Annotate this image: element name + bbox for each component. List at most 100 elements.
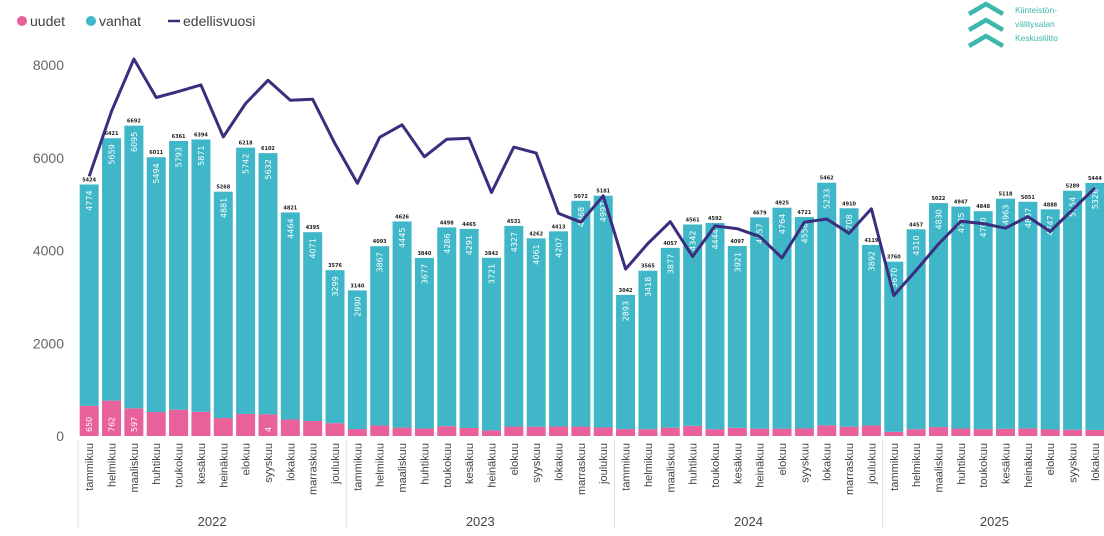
y-tick-label: 6000	[33, 150, 64, 166]
x-tick-label: syyskuu	[531, 443, 543, 483]
x-tick-label: kesäkuu	[1001, 443, 1013, 484]
bar-uudet	[906, 429, 926, 436]
x-tick-label: helmikuu	[643, 443, 655, 487]
total-label: 4626	[395, 214, 409, 220]
line-edellisvuosi	[87, 57, 1096, 297]
total-label: 5051	[1021, 195, 1035, 201]
bar-uudet	[638, 429, 658, 436]
bar-uudet	[884, 431, 904, 436]
x-tick-label: maaliskuu	[129, 443, 141, 493]
vanhat-value-label: 4868	[577, 207, 586, 227]
bar-vanhat	[727, 246, 747, 428]
bar-uudet	[660, 427, 680, 436]
bar-vanhat	[906, 229, 926, 430]
total-label: 4057	[663, 241, 677, 247]
bar-vanhat	[839, 208, 859, 427]
vanhat-value-label: 4700	[979, 217, 988, 237]
vanhat-value-label: 4830	[934, 209, 943, 229]
vanhat-value-label: 5871	[197, 145, 206, 165]
total-label: 4413	[552, 224, 566, 230]
x-tick-label: heinäkuu	[1023, 443, 1035, 488]
logo-line-3: Keskusliitto	[1015, 33, 1058, 43]
total-label: 3576	[328, 263, 342, 269]
bar-vanhat	[772, 207, 792, 429]
bar-vanhat	[549, 231, 569, 427]
bar-uudet	[325, 423, 345, 436]
bar-uudet	[571, 426, 591, 436]
chevron-up-icon	[967, 1, 1005, 48]
total-label: 4561	[686, 217, 700, 223]
bar-uudet	[750, 428, 770, 436]
x-tick-label: syyskuu	[799, 443, 811, 483]
bar-vanhat	[280, 212, 300, 420]
bar-uudet	[392, 427, 412, 436]
vanhat-value-label: 3921	[733, 252, 742, 272]
total-label: 6102	[261, 146, 275, 152]
bar-vanhat	[392, 221, 412, 428]
vanhat-value-label: 5494	[152, 163, 161, 183]
vanhat-value-label: 3877	[666, 254, 675, 274]
bar-vanhat	[593, 195, 613, 428]
vanhat-value-label: 2893	[622, 301, 631, 321]
x-tick-label: tammikuu	[352, 443, 364, 491]
total-label: 4498	[440, 220, 454, 226]
x-tick-label: toukokuu	[978, 443, 990, 488]
bar-uudet	[280, 419, 300, 436]
vanhat-value-label: 4558	[800, 223, 809, 243]
bar-vanhat	[1018, 201, 1038, 429]
vanhat-value-label: 2990	[353, 296, 362, 316]
total-label: 5022	[932, 196, 946, 202]
bar-vanhat	[213, 191, 233, 419]
total-label: 4457	[909, 222, 923, 228]
bar-uudet	[973, 429, 993, 436]
x-tick-label: helmikuu	[911, 443, 923, 487]
total-label: 6692	[127, 119, 141, 125]
bar-uudet	[303, 420, 323, 436]
x-tick-label: kesäkuu	[464, 443, 476, 484]
vanhat-value-label: 3867	[376, 252, 385, 272]
x-tick-label: elokuu	[777, 443, 789, 475]
x-tick-label: heinäkuu	[218, 443, 230, 488]
vanhat-value-label: 4286	[443, 233, 452, 253]
total-label: 6394	[194, 132, 208, 138]
total-label: 5181	[596, 189, 610, 195]
bar-vanhat	[571, 200, 591, 427]
bar-uudet	[549, 426, 569, 436]
x-tick-label: lokakuu	[1090, 443, 1102, 481]
vanhat-value-label: 4997	[599, 202, 608, 222]
vanhat-value-label: 4061	[532, 244, 541, 264]
x-tick-label: toukokuu	[174, 443, 186, 488]
bar-uudet	[124, 408, 144, 436]
vanhat-value-label: 4207	[555, 237, 564, 257]
total-label: 5424	[82, 177, 96, 183]
bar-vanhat	[169, 141, 189, 410]
bar-vanhat	[504, 225, 524, 427]
bar-uudet	[817, 425, 837, 436]
vanhat-value-label: 5632	[264, 159, 273, 179]
bar-uudet	[1063, 429, 1083, 436]
bar-uudet	[1018, 428, 1038, 436]
vanhat-value-label: 5233	[823, 189, 832, 209]
y-tick-label: 8000	[33, 57, 64, 73]
bar-vanhat	[973, 211, 993, 430]
year-label: 2024	[734, 514, 763, 529]
vanhat-value-label: 5154	[1069, 197, 1078, 217]
bar-vanhat	[1063, 190, 1083, 430]
vanhat-value-label: 3670	[890, 268, 899, 288]
bar-vanhat	[794, 217, 814, 429]
bar-uudet	[191, 411, 211, 436]
legend-uudet-label: uudet	[30, 13, 65, 29]
x-tick-label: heinäkuu	[486, 443, 498, 488]
bar-uudet	[437, 426, 457, 436]
x-tick-label: maaliskuu	[933, 443, 945, 493]
vanhat-value-label: 5793	[175, 147, 184, 167]
total-label: 3565	[641, 264, 655, 270]
total-label: 3140	[350, 283, 364, 289]
vanhat-value-label: 5326	[1091, 189, 1100, 209]
vanhat-value-label: 4774	[85, 190, 94, 210]
total-label: 4848	[976, 204, 990, 210]
x-tick-label: toukokuu	[442, 443, 454, 488]
total-label: 6011	[149, 150, 163, 156]
x-tick-label: marraskuu	[576, 443, 588, 495]
